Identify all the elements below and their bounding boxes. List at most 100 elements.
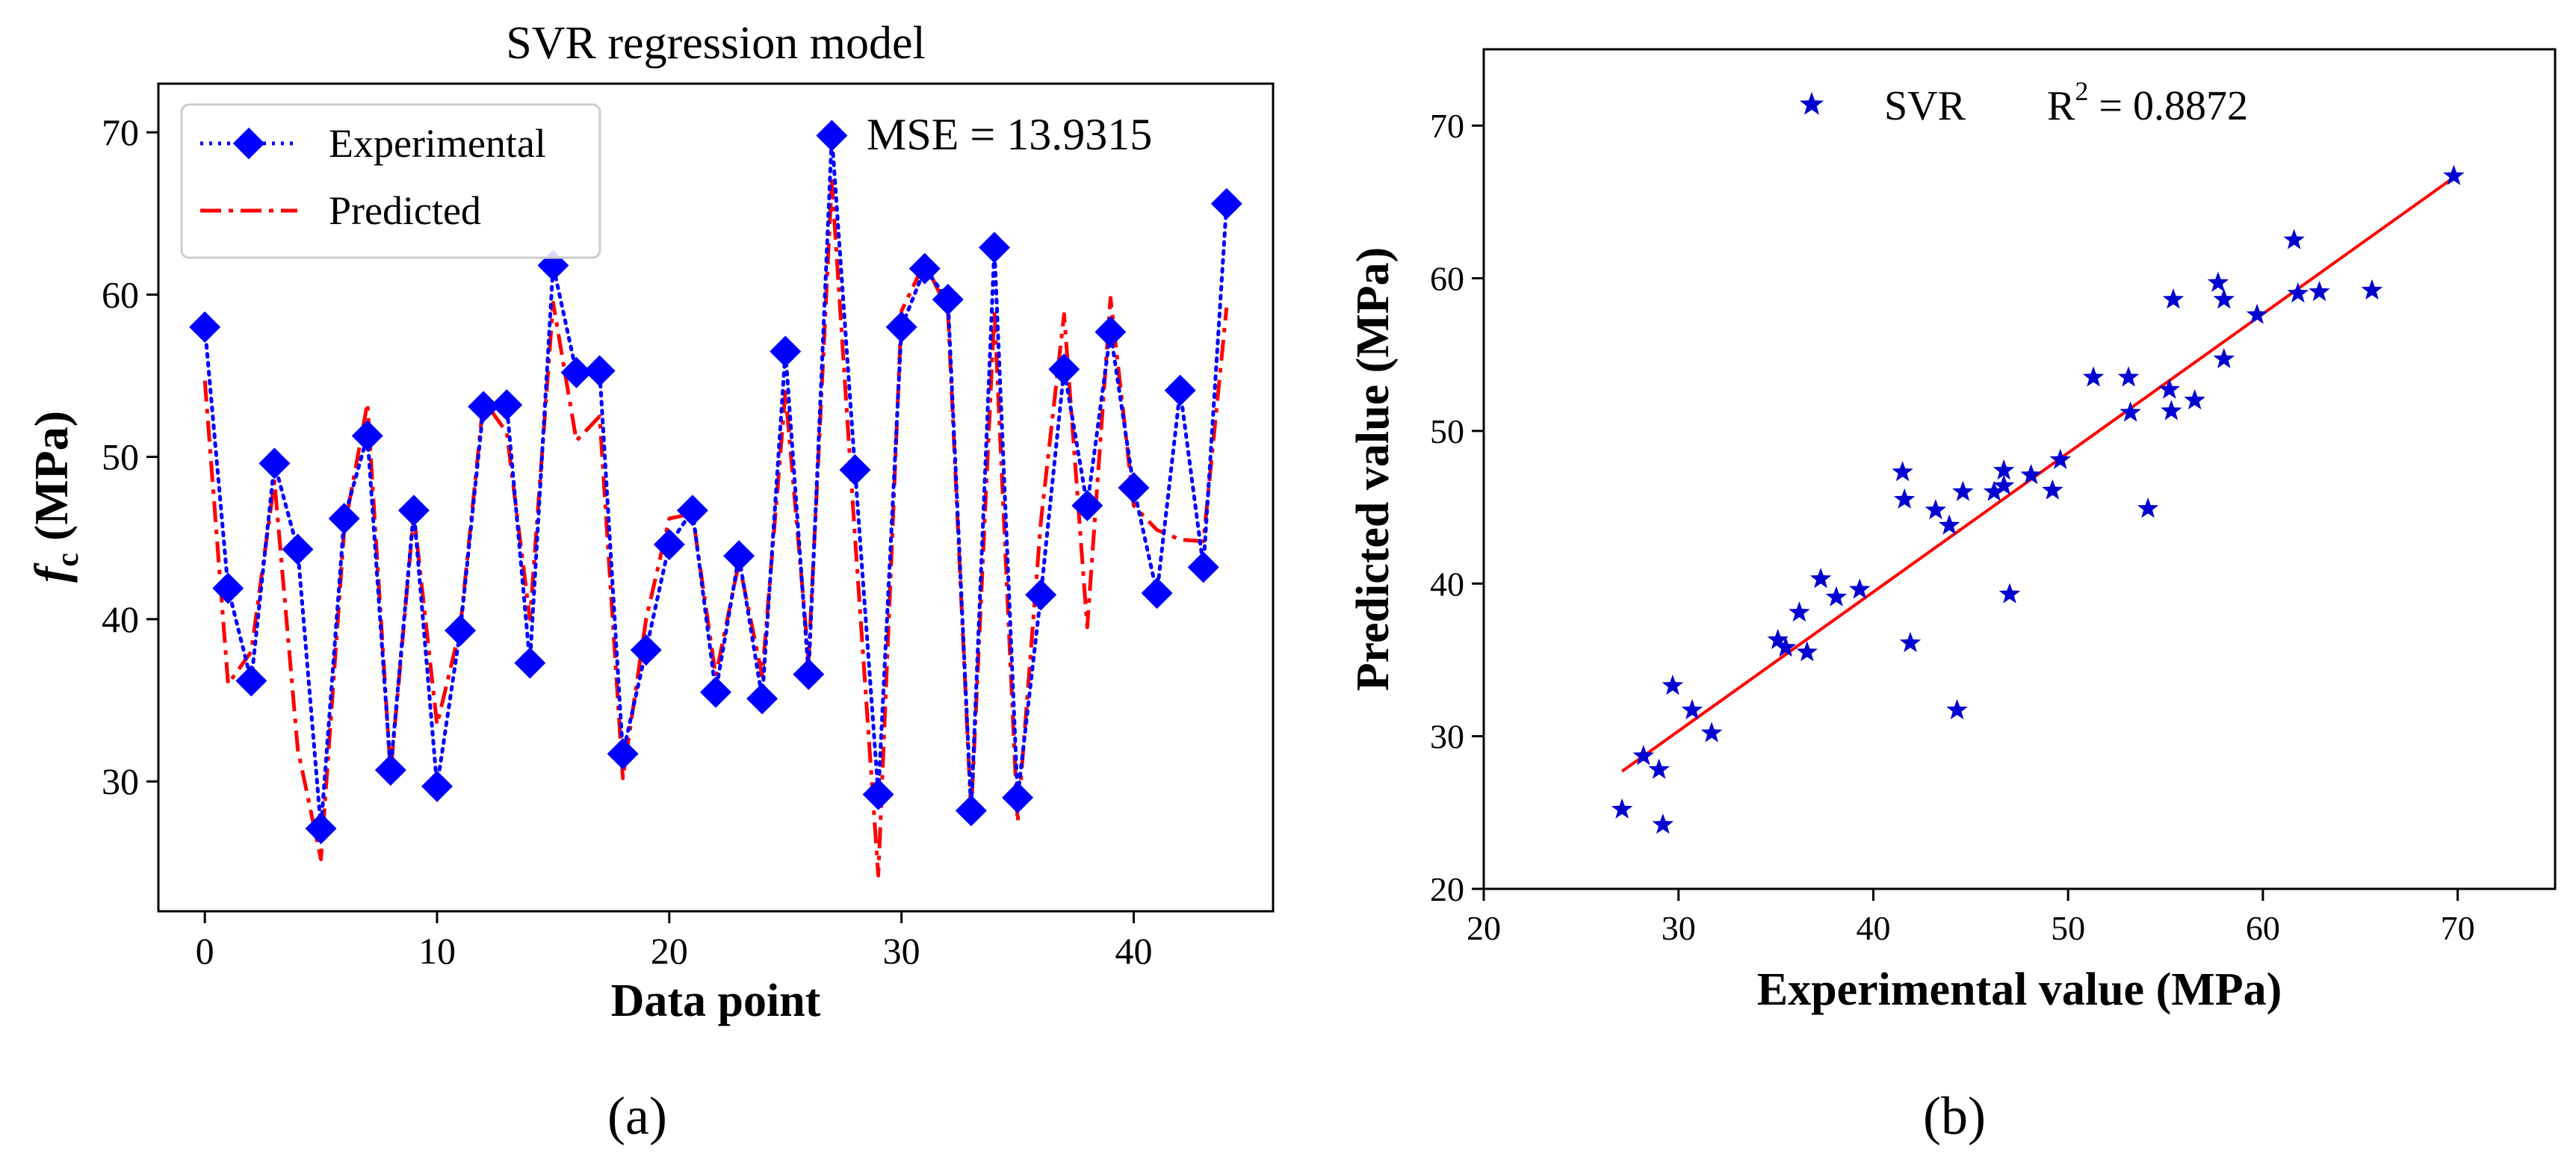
svr-point: [2020, 464, 2042, 485]
experimental-point: [397, 494, 430, 527]
b-y-tick-label-60: 60: [1430, 260, 1464, 298]
legend-svr-marker: [1799, 92, 1824, 115]
panel-a-title: SVR regression model: [506, 18, 925, 69]
experimental-point: [607, 738, 639, 770]
experimental-point: [514, 647, 546, 679]
svr-point: [1998, 583, 2021, 604]
legend-svr-label: SVR: [1884, 83, 1966, 129]
svg-text:fc (MPa): fc (MPa): [25, 411, 85, 583]
experimental-point: [699, 676, 732, 708]
x-tick-label-20: 20: [651, 930, 688, 972]
svr-point: [2049, 448, 2072, 469]
svr-point: [1662, 674, 1684, 695]
experimental-point: [235, 665, 267, 697]
b-x-tick-label-40: 40: [1856, 909, 1890, 947]
svr-point: [2207, 271, 2229, 292]
svr-point: [2120, 401, 2141, 422]
svr-point: [1952, 480, 1974, 501]
experimental-point: [816, 120, 848, 152]
y-tick-label-60: 60: [102, 273, 139, 315]
svr-point: [1946, 698, 1968, 720]
svr-point: [1925, 499, 1947, 520]
experimental-point: [1210, 187, 1242, 220]
experimental-point: [189, 311, 221, 343]
b-x-tick-label-30: 30: [1662, 909, 1696, 947]
panel-b-legend: SVR R2 = 0.8872: [1799, 76, 2248, 129]
panel-b-label: (b): [1923, 1086, 1986, 1146]
experimental-point: [908, 252, 941, 285]
svr-point: [1809, 568, 1832, 589]
experimental-point: [862, 778, 894, 810]
svr-point: [1993, 459, 2015, 480]
svr-point: [1993, 474, 2015, 495]
panel-b-r2-annotation: R2 = 0.8872: [2047, 76, 2248, 129]
experimental-point: [258, 447, 291, 480]
experimental-point: [1025, 579, 1057, 611]
experimental-point: [885, 311, 917, 343]
svr-point: [1848, 578, 1871, 599]
panel-a-label: (a): [607, 1086, 667, 1146]
experimental-point: [676, 494, 708, 527]
experimental-point: [491, 389, 523, 421]
svr-point: [2117, 366, 2140, 387]
experimental-point: [653, 529, 685, 561]
svr-point: [1899, 631, 1922, 653]
experimental-point: [212, 572, 244, 604]
experimental-point: [445, 615, 477, 647]
b-y-tick-label-50: 50: [1430, 412, 1464, 450]
r2-base: R: [2047, 83, 2075, 129]
experimental-point: [955, 795, 987, 827]
b-y-tick-label-20: 20: [1430, 870, 1464, 908]
experimental-point: [1095, 316, 1127, 348]
experimental-point: [282, 533, 314, 565]
y-tick-label-50: 50: [102, 436, 139, 478]
experimental-point: [723, 540, 755, 572]
experimental-point: [1002, 781, 1034, 813]
svr-point: [1774, 636, 1797, 657]
panel-a-xlabel: Data point: [611, 976, 821, 1026]
svr-point: [2158, 378, 2181, 399]
svr-point: [1611, 798, 1633, 819]
svr-point: [2137, 497, 2159, 518]
svr-point: [1893, 488, 1916, 509]
b-x-tick-label-70: 70: [2441, 909, 2475, 947]
legend-experimental-label: Experimental: [329, 121, 546, 166]
panel-b-ticks: 20 30 40 50 60 70 20 30 40 50 60 70: [1430, 107, 2475, 947]
panel-b-ylabel: Predicted value (MPa): [1348, 247, 1399, 692]
svr-point: [2246, 303, 2268, 324]
panel-b-plot-frame: [1482, 48, 2557, 890]
experimental-point: [305, 813, 337, 845]
svr-point: [1983, 480, 2005, 501]
y-tick-label-30: 30: [102, 760, 139, 802]
r2-sup: 2: [2075, 76, 2088, 106]
experimental-point: [468, 391, 500, 423]
svr-point: [2162, 288, 2185, 309]
svr-point: [1681, 698, 1703, 720]
panel-a-ylabel: fc (MPa): [25, 411, 85, 583]
b-y-tick-label-30: 30: [1430, 718, 1464, 756]
svr-point: [1796, 641, 1818, 662]
y-tick-label-70: 70: [102, 111, 139, 153]
svr-point: [2361, 279, 2383, 300]
panel-a-plot-frame: [157, 82, 1275, 913]
panel-a-ylabel-unit: (MPa): [25, 411, 78, 553]
y-tick-label-40: 40: [102, 598, 139, 640]
svr-point: [2283, 229, 2305, 249]
experimental-point: [1118, 471, 1150, 503]
svr-point: [2287, 282, 2309, 303]
experimental-point: [351, 420, 383, 452]
svr-point: [2213, 347, 2235, 368]
svr-point: [2213, 288, 2235, 309]
experimental-point: [770, 335, 802, 367]
b-x-tick-label-50: 50: [2051, 909, 2085, 947]
panel-a-mse-annotation: MSE = 13.9315: [867, 110, 1152, 159]
experimental-point: [746, 683, 778, 715]
svr-point: [2309, 280, 2330, 302]
panel-b-scatter-chart: 20 30 40 50 60 70 20 30 40 50 60 70 SVR R2 = 0.8872…: [1348, 48, 2557, 1146]
r2-value: = 0.8872: [2088, 83, 2248, 129]
experimental-point: [630, 634, 662, 666]
panel-b-xlabel: Experimental value (MPa): [1757, 964, 2282, 1015]
predicted-line: [202, 179, 1229, 878]
experimental-point: [839, 454, 871, 486]
